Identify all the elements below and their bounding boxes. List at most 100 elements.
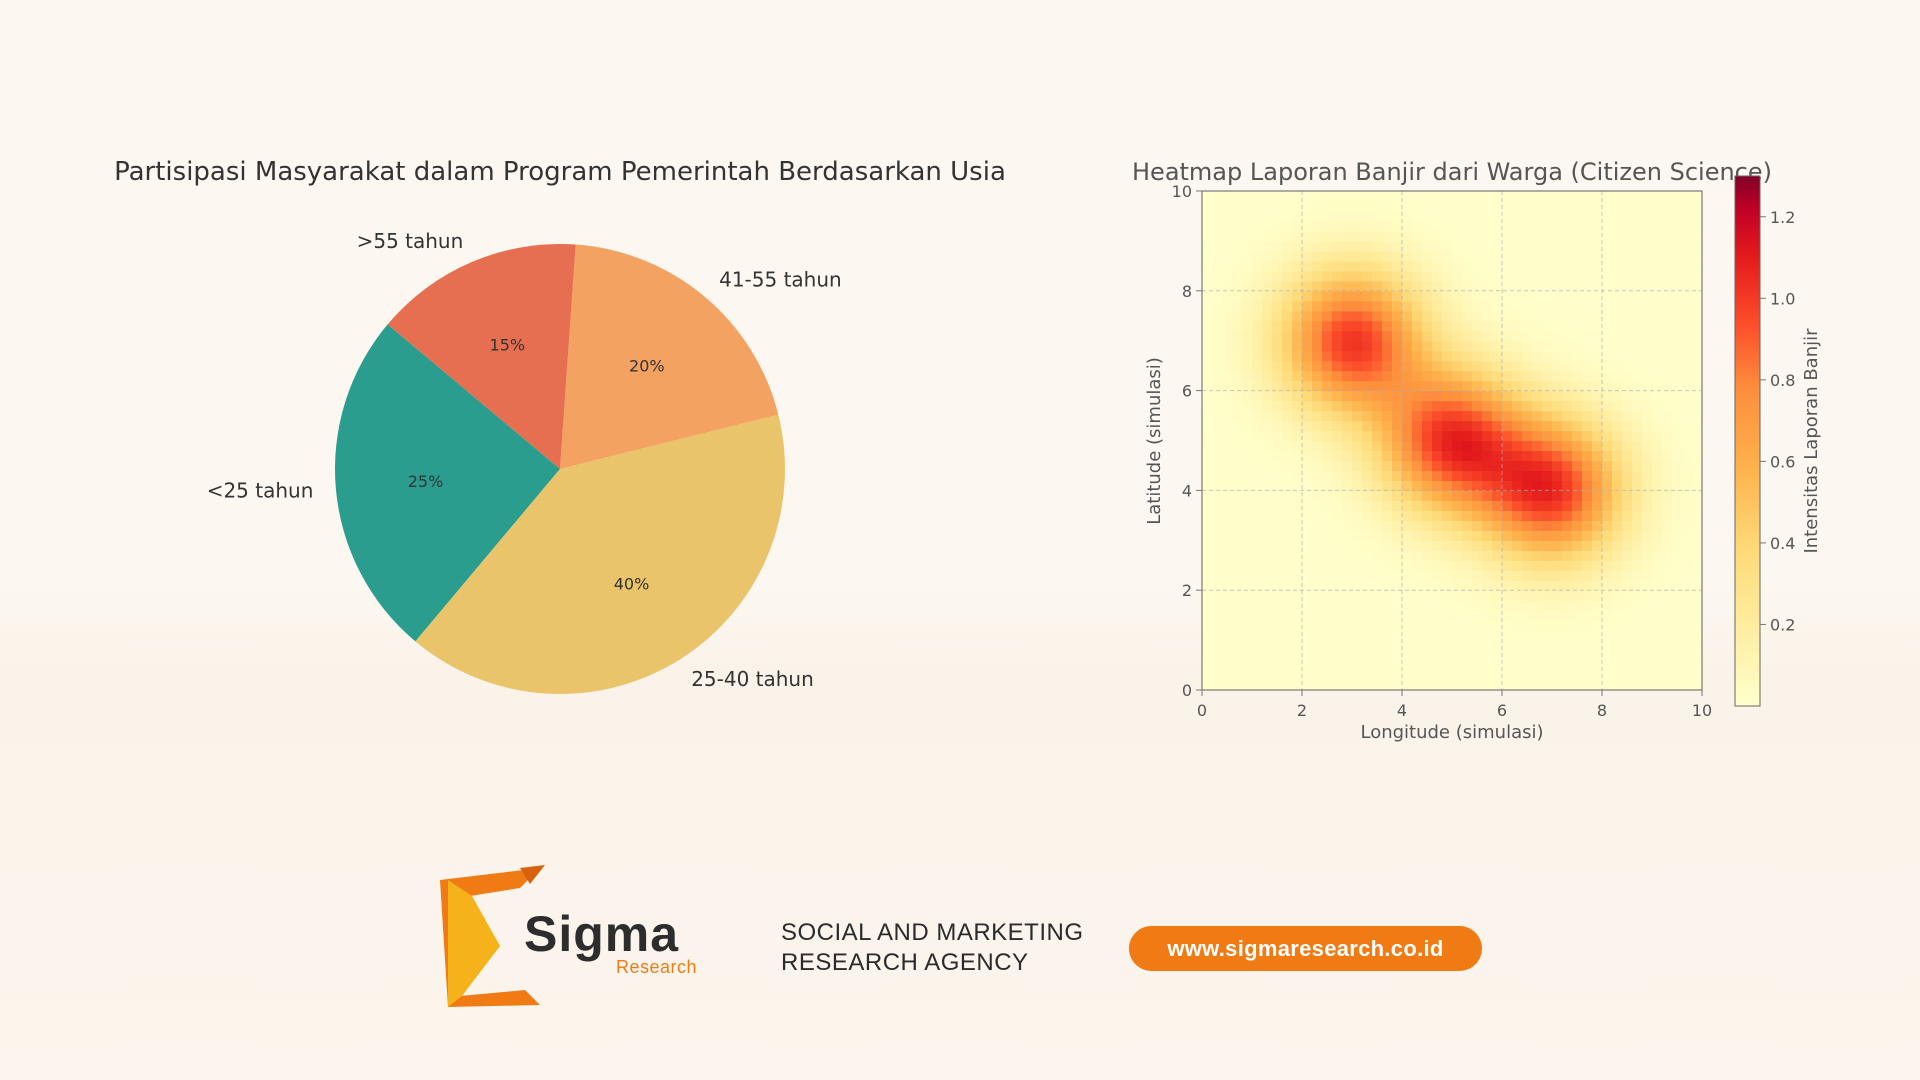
heatmap-cell <box>1302 300 1313 312</box>
heatmap-cell <box>1512 240 1523 252</box>
heatmap-cell <box>1652 440 1663 452</box>
heatmap-cell <box>1362 570 1373 581</box>
heatmap-cell <box>1392 380 1403 392</box>
heatmap-cell <box>1672 370 1683 382</box>
heatmap-cell <box>1362 680 1373 691</box>
heatmap-cell <box>1562 360 1573 372</box>
heatmap-cell <box>1682 580 1693 591</box>
heatmap-cell <box>1402 420 1413 432</box>
heatmap-cell <box>1552 490 1563 501</box>
heatmap-cell <box>1672 310 1683 322</box>
heatmap-cell <box>1602 340 1613 352</box>
heatmap-cell <box>1262 300 1273 312</box>
heatmap-cell <box>1252 540 1263 551</box>
heatmap-cell <box>1332 191 1343 202</box>
heatmap-cell <box>1342 300 1353 312</box>
heatmap-cell <box>1552 210 1563 222</box>
heatmap-cell <box>1202 510 1213 521</box>
heatmap-cell <box>1502 300 1513 312</box>
heatmap-cell <box>1692 660 1703 671</box>
heatmap-cell <box>1462 460 1473 472</box>
heatmap-cell <box>1212 440 1223 452</box>
heatmap-cell <box>1362 200 1373 212</box>
website-link[interactable]: www.sigmaresearch.co.id <box>1129 926 1482 971</box>
heatmap-cell <box>1532 490 1543 501</box>
heatmap-cell <box>1552 400 1563 412</box>
heatmap-cell <box>1612 250 1623 262</box>
heatmap-cell <box>1502 220 1513 232</box>
heatmap-cell <box>1622 200 1633 212</box>
heatmap-cell <box>1362 380 1373 392</box>
heatmap-cell <box>1202 300 1213 312</box>
colorbar-tick-label: 0.8 <box>1770 371 1795 390</box>
heatmap-cell <box>1602 530 1613 541</box>
heatmap-y-tick-label: 6 <box>1182 382 1192 401</box>
heatmap-cell <box>1282 210 1293 222</box>
heatmap-cell <box>1442 610 1453 621</box>
heatmap-cell <box>1622 500 1633 511</box>
heatmap-cell <box>1642 210 1653 222</box>
heatmap-cell <box>1242 370 1253 382</box>
heatmap-cell <box>1602 430 1613 442</box>
heatmap-cell <box>1352 680 1363 691</box>
heatmap-cell <box>1412 350 1423 362</box>
heatmap-cell <box>1452 430 1463 442</box>
heatmap-cell <box>1602 560 1613 571</box>
heatmap-cell <box>1252 610 1263 621</box>
heatmap-cell <box>1582 430 1593 442</box>
heatmap-cell <box>1522 490 1533 501</box>
heatmap-cell <box>1592 510 1603 521</box>
heatmap-cell <box>1612 570 1623 581</box>
heatmap-cell <box>1602 240 1613 252</box>
heatmap-cell <box>1582 360 1593 372</box>
heatmap-cell <box>1442 200 1453 212</box>
heatmap-cell <box>1382 530 1393 541</box>
heatmap-cell <box>1672 470 1683 482</box>
heatmap-cell <box>1232 560 1243 571</box>
heatmap-cell <box>1662 520 1673 531</box>
heatmap-cell <box>1452 470 1463 482</box>
heatmap-cell <box>1492 590 1503 601</box>
heatmap-cell <box>1582 200 1593 212</box>
heatmap-cell <box>1522 500 1533 511</box>
heatmap-cell <box>1452 490 1463 501</box>
heatmap-cell <box>1362 670 1373 681</box>
heatmap-cell <box>1572 320 1583 332</box>
heatmap-cell <box>1242 620 1253 631</box>
heatmap-cell <box>1562 420 1573 432</box>
heatmap-cell <box>1252 390 1263 402</box>
heatmap-cell <box>1482 370 1493 382</box>
heatmap-cell <box>1652 590 1663 601</box>
heatmap-cell <box>1542 470 1553 482</box>
heatmap-cell <box>1362 580 1373 591</box>
heatmap-cell <box>1232 290 1243 302</box>
heatmap-cell <box>1472 630 1483 641</box>
heatmap-cell <box>1222 310 1233 322</box>
heatmap-cell <box>1612 300 1623 312</box>
heatmap-cell <box>1462 410 1473 422</box>
heatmap-cell <box>1442 630 1453 641</box>
heatmap-cell <box>1442 230 1453 242</box>
heatmap-cell <box>1212 191 1223 202</box>
heatmap-cell <box>1472 520 1483 531</box>
heatmap-cell <box>1582 320 1593 332</box>
heatmap-cell <box>1362 490 1373 501</box>
heatmap-cell <box>1582 191 1593 202</box>
heatmap-cell <box>1622 520 1633 531</box>
heatmap-cell <box>1582 490 1593 501</box>
heatmap-cell <box>1212 450 1223 462</box>
heatmap-cell <box>1472 360 1483 372</box>
heatmap-cell <box>1462 640 1473 651</box>
heatmap-cell <box>1502 500 1513 511</box>
heatmap-cell <box>1242 610 1253 621</box>
heatmap-cell <box>1632 250 1643 262</box>
heatmap-cell <box>1642 540 1653 551</box>
heatmap-cell <box>1652 530 1663 541</box>
heatmap-cell <box>1692 480 1703 491</box>
heatmap-cell <box>1542 620 1553 631</box>
heatmap-cell <box>1362 400 1373 412</box>
heatmap-cell <box>1232 191 1243 202</box>
heatmap-cell <box>1612 650 1623 661</box>
heatmap-cell <box>1472 500 1483 511</box>
heatmap-cell <box>1222 480 1233 491</box>
